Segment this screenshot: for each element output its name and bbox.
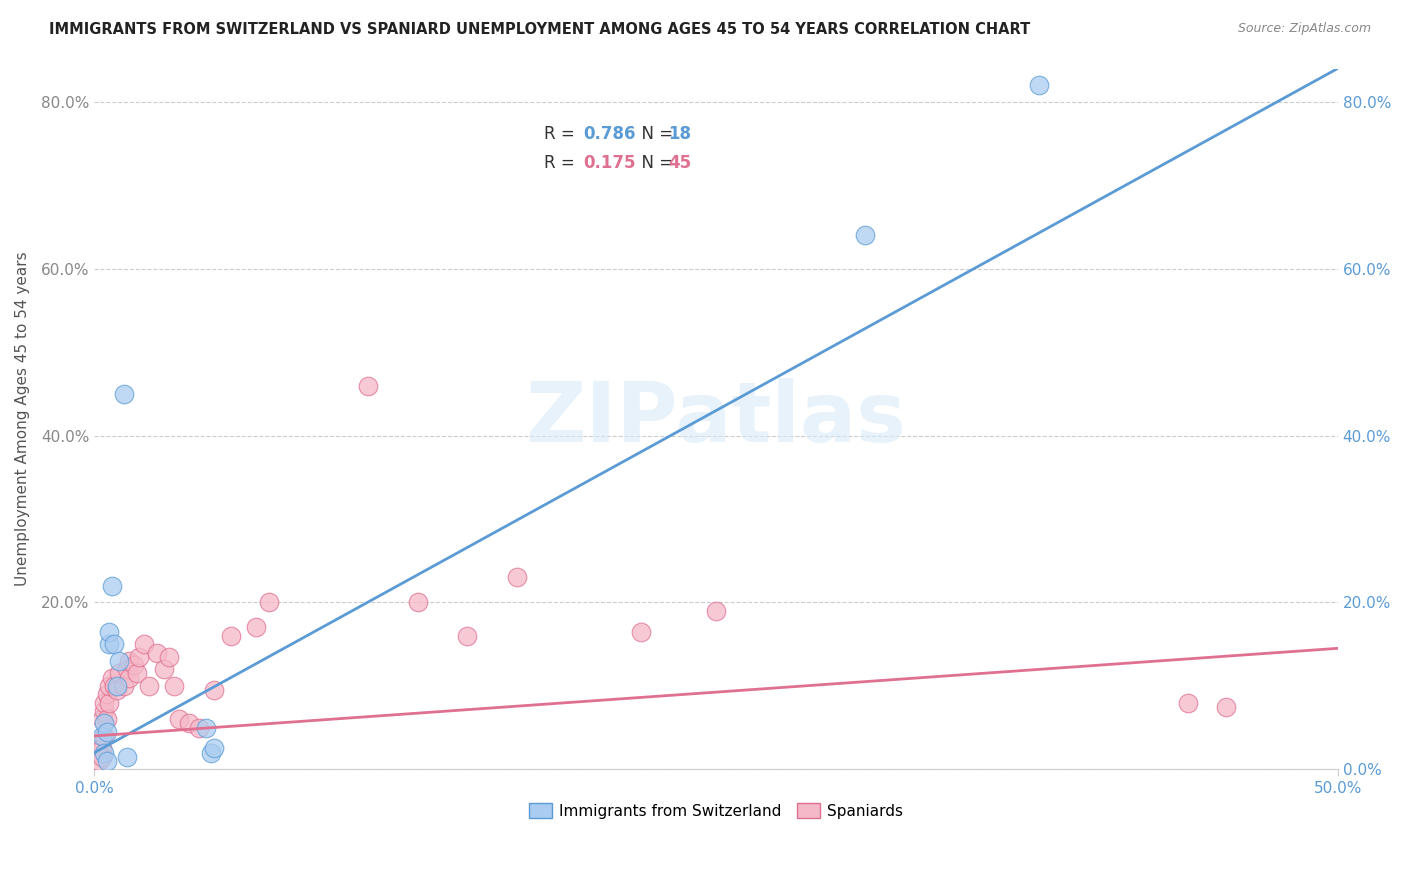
- Point: [195, 721, 218, 735]
- Point: [1177, 696, 1199, 710]
- Point: [187, 721, 209, 735]
- Point: [630, 624, 652, 639]
- Text: 0.175: 0.175: [583, 154, 636, 172]
- Point: [96, 712, 118, 726]
- Point: [138, 679, 160, 693]
- Text: ZIPatlas: ZIPatlas: [526, 378, 907, 459]
- Point: [134, 637, 156, 651]
- Text: Source: ZipAtlas.com: Source: ZipAtlas.com: [1237, 22, 1371, 36]
- Point: [86, 746, 108, 760]
- Point: [1215, 699, 1237, 714]
- Text: 45: 45: [668, 154, 690, 172]
- Point: [163, 679, 186, 693]
- Point: [105, 679, 128, 693]
- Point: [128, 649, 150, 664]
- Text: 0.786: 0.786: [583, 125, 636, 143]
- Point: [125, 666, 148, 681]
- Point: [1028, 78, 1050, 93]
- Point: [122, 658, 145, 673]
- Point: [406, 595, 429, 609]
- Text: N =: N =: [631, 125, 679, 143]
- Point: [93, 704, 115, 718]
- Point: [89, 754, 111, 768]
- Legend: Immigrants from Switzerland, Spaniards: Immigrants from Switzerland, Spaniards: [523, 797, 910, 825]
- Point: [118, 671, 141, 685]
- Point: [96, 754, 118, 768]
- Point: [90, 729, 112, 743]
- Point: [103, 637, 125, 651]
- Point: [108, 666, 131, 681]
- Point: [177, 716, 200, 731]
- Point: [98, 637, 121, 651]
- Point: [105, 683, 128, 698]
- Point: [357, 378, 380, 392]
- Text: R =: R =: [544, 125, 581, 143]
- Point: [167, 712, 190, 726]
- Point: [704, 604, 727, 618]
- Point: [112, 387, 135, 401]
- Point: [96, 724, 118, 739]
- Text: 18: 18: [668, 125, 690, 143]
- Point: [103, 679, 125, 693]
- Point: [112, 679, 135, 693]
- Point: [456, 629, 478, 643]
- Point: [101, 671, 124, 685]
- Point: [200, 746, 222, 760]
- Point: [115, 749, 138, 764]
- Text: R =: R =: [544, 154, 581, 172]
- Point: [853, 228, 876, 243]
- Point: [90, 712, 112, 726]
- Text: N =: N =: [631, 154, 679, 172]
- Y-axis label: Unemployment Among Ages 45 to 54 years: Unemployment Among Ages 45 to 54 years: [15, 252, 30, 586]
- Point: [98, 679, 121, 693]
- Point: [153, 662, 176, 676]
- Point: [108, 654, 131, 668]
- Point: [202, 741, 225, 756]
- Point: [90, 749, 112, 764]
- Point: [257, 595, 280, 609]
- Point: [506, 570, 529, 584]
- Point: [98, 624, 121, 639]
- Point: [90, 741, 112, 756]
- Point: [93, 696, 115, 710]
- Point: [93, 729, 115, 743]
- Point: [219, 629, 242, 643]
- Point: [202, 683, 225, 698]
- Point: [96, 687, 118, 701]
- Point: [93, 716, 115, 731]
- Point: [101, 579, 124, 593]
- Text: IMMIGRANTS FROM SWITZERLAND VS SPANIARD UNEMPLOYMENT AMONG AGES 45 TO 54 YEARS C: IMMIGRANTS FROM SWITZERLAND VS SPANIARD …: [49, 22, 1031, 37]
- Point: [98, 696, 121, 710]
- Point: [157, 649, 180, 664]
- Point: [89, 737, 111, 751]
- Point: [115, 662, 138, 676]
- Point: [118, 654, 141, 668]
- Point: [245, 620, 267, 634]
- Point: [145, 646, 167, 660]
- Point: [93, 746, 115, 760]
